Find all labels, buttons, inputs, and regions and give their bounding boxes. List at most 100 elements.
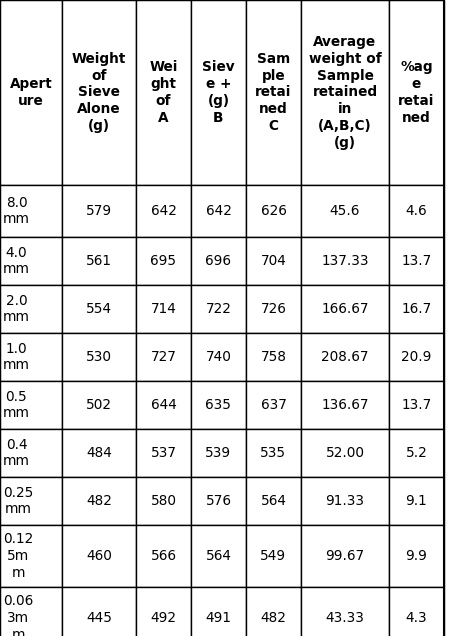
Bar (62, 185, 136, 237)
Text: 722: 722 (206, 302, 231, 316)
Text: 564: 564 (206, 549, 231, 563)
Text: Apert
ure: Apert ure (9, 77, 52, 108)
Text: 492: 492 (151, 611, 176, 625)
Bar (136, 525, 191, 587)
Bar (246, 0, 301, 185)
Text: 8.0
mm: 8.0 mm (3, 196, 30, 226)
Bar (246, 285, 301, 333)
Bar (62, 381, 136, 429)
Bar (246, 429, 301, 477)
Text: 535: 535 (260, 446, 287, 460)
Text: 714: 714 (151, 302, 176, 316)
Text: 554: 554 (86, 302, 112, 316)
Text: 576: 576 (206, 494, 231, 508)
Text: 637: 637 (261, 398, 286, 412)
Bar (0, 285, 62, 333)
Text: 696: 696 (206, 254, 231, 268)
Bar (246, 381, 301, 429)
Text: 549: 549 (260, 549, 287, 563)
Bar (301, 477, 389, 525)
Text: 740: 740 (206, 350, 231, 364)
Bar (191, 0, 246, 185)
Text: 502: 502 (86, 398, 112, 412)
Bar (62, 525, 136, 587)
Bar (301, 587, 389, 636)
Text: 4.0
mm: 4.0 mm (3, 245, 30, 277)
Text: 460: 460 (86, 549, 112, 563)
Text: 758: 758 (261, 350, 286, 364)
Text: 0.4
mm: 0.4 mm (3, 438, 30, 468)
Bar (246, 185, 301, 237)
Bar (62, 429, 136, 477)
Bar (62, 477, 136, 525)
Bar (191, 333, 246, 381)
Bar (246, 477, 301, 525)
Bar (191, 185, 246, 237)
Text: 564: 564 (261, 494, 286, 508)
Bar (191, 237, 246, 285)
Text: 0.12
5m
m: 0.12 5m m (3, 532, 33, 580)
Bar (191, 429, 246, 477)
Text: 45.6: 45.6 (330, 204, 360, 218)
Bar (301, 185, 389, 237)
Bar (62, 285, 136, 333)
Bar (62, 333, 136, 381)
Bar (301, 429, 389, 477)
Text: 537: 537 (151, 446, 176, 460)
Text: 43.33: 43.33 (326, 611, 365, 625)
Bar (0, 429, 62, 477)
Bar (0, 0, 62, 185)
Text: 4.6: 4.6 (406, 204, 428, 218)
Text: 727: 727 (151, 350, 176, 364)
Bar (191, 587, 246, 636)
Bar (62, 0, 136, 185)
Text: 482: 482 (261, 611, 286, 625)
Bar (0, 381, 62, 429)
Text: 561: 561 (86, 254, 112, 268)
Bar (136, 381, 191, 429)
Text: 99.67: 99.67 (326, 549, 365, 563)
Text: Average
weight of
Sample
retained
in
(A,B,C)
(g): Average weight of Sample retained in (A,… (309, 35, 382, 149)
Text: 579: 579 (86, 204, 112, 218)
Text: 642: 642 (151, 204, 176, 218)
Text: 726: 726 (261, 302, 286, 316)
Bar (389, 429, 444, 477)
Bar (0, 525, 62, 587)
Bar (301, 285, 389, 333)
Text: 539: 539 (205, 446, 232, 460)
Bar (0, 477, 62, 525)
Text: 208.67: 208.67 (321, 350, 369, 364)
Text: 635: 635 (206, 398, 231, 412)
Bar (136, 477, 191, 525)
Bar (136, 429, 191, 477)
Text: 0.5
mm: 0.5 mm (3, 390, 30, 420)
Bar (389, 333, 444, 381)
Bar (246, 237, 301, 285)
Text: 9.9: 9.9 (406, 549, 428, 563)
Bar (191, 525, 246, 587)
Text: 491: 491 (206, 611, 231, 625)
Bar (136, 0, 191, 185)
Text: %ag
e
retai
ned: %ag e retai ned (398, 60, 435, 125)
Bar (301, 381, 389, 429)
Bar (389, 381, 444, 429)
Bar (389, 237, 444, 285)
Text: 20.9: 20.9 (401, 350, 432, 364)
Text: 580: 580 (151, 494, 176, 508)
Bar (191, 477, 246, 525)
Text: 566: 566 (151, 549, 176, 563)
Bar (301, 237, 389, 285)
Text: 704: 704 (261, 254, 286, 268)
Bar (301, 0, 389, 185)
Bar (191, 285, 246, 333)
Bar (0, 587, 62, 636)
Bar (246, 587, 301, 636)
Bar (389, 0, 444, 185)
Text: 91.33: 91.33 (326, 494, 365, 508)
Bar (301, 333, 389, 381)
Bar (136, 333, 191, 381)
Text: 626: 626 (261, 204, 286, 218)
Text: 4.3: 4.3 (406, 611, 428, 625)
Text: 137.33: 137.33 (321, 254, 369, 268)
Bar (389, 525, 444, 587)
